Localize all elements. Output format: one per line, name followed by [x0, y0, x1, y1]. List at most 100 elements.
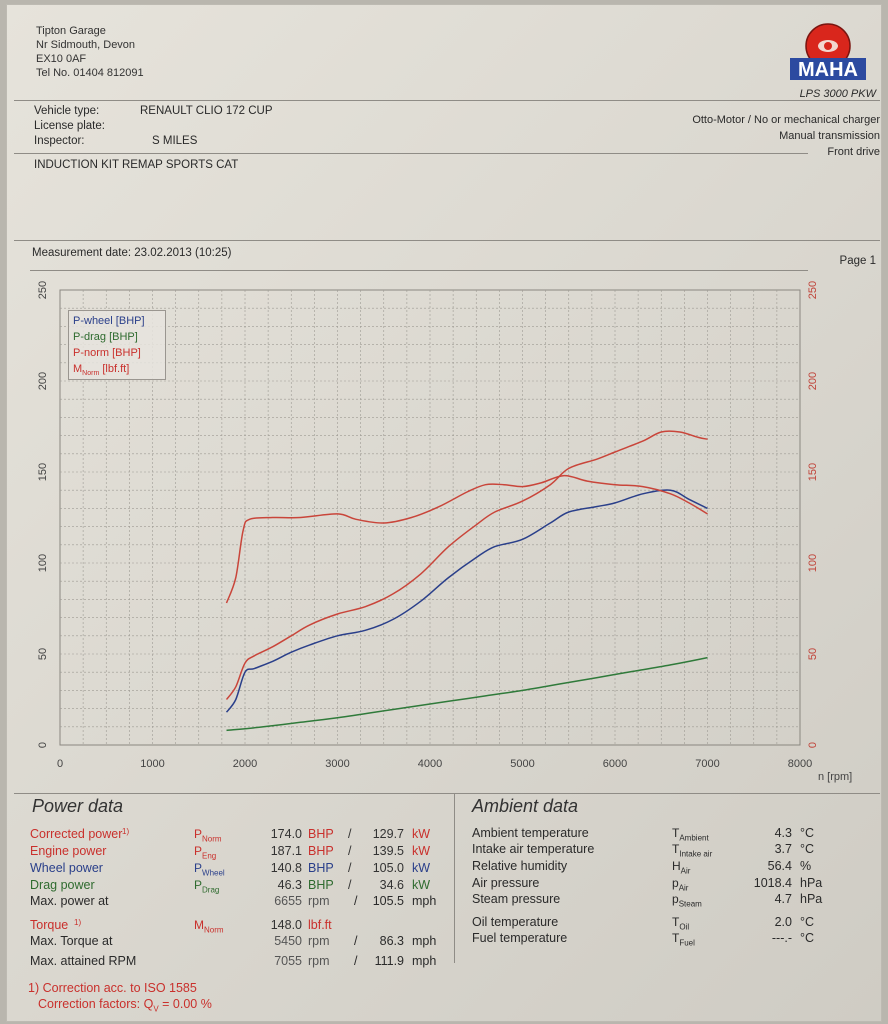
rpm-value: 5450	[274, 934, 302, 948]
power-row-wheel: Wheel power PWheel 140.8 BHP / 105.0 kW	[30, 860, 450, 877]
chart-legend: P-wheel [BHP] P-drag [BHP] P-norm [BHP] …	[68, 310, 166, 380]
footnote-mark: 1)	[74, 918, 82, 927]
ambient-symbol: pAir	[672, 876, 689, 893]
data-divider	[14, 793, 880, 794]
x-tick-label: 3000	[325, 758, 349, 770]
modification-description: INDUCTION KIT REMAP SPORTS CAT	[34, 159, 239, 171]
speed-unit: mph	[412, 934, 437, 948]
series-line-p-wheel	[225, 489, 708, 713]
ambient-unit: %	[800, 859, 812, 873]
ambient-data-title: Ambient data	[472, 796, 579, 816]
rpm-value: 6655	[274, 894, 302, 908]
ambient-row: Oil temperature TOil 2.0 °C	[472, 914, 872, 931]
rpm-unit: rpm	[308, 954, 330, 968]
x-tick-label: 4000	[418, 758, 442, 770]
power-row-max-power-at: Max. power at 6655 rpm / 105.5 mph	[30, 893, 450, 909]
power-bhp-unit: BHP	[308, 827, 334, 841]
inspector-value: S MILES	[152, 135, 198, 147]
rpm-value: 7055	[274, 954, 302, 968]
x-tick-label: 7000	[695, 758, 719, 770]
ambient-label: Ambient temperature	[472, 826, 589, 840]
power-symbol: PDrag	[194, 878, 220, 895]
power-kw-unit: kW	[412, 844, 431, 858]
ambient-value: 2.0	[774, 915, 792, 929]
series-line-p-drag	[226, 656, 708, 732]
power-bhp-value: 187.1	[270, 844, 302, 858]
separator: /	[348, 861, 352, 875]
ambient-label: Fuel temperature	[472, 931, 568, 945]
garage-phone: Tel No. 01404 812091	[36, 67, 144, 79]
power-row-corrected: Corrected power 1) PNorm 174.0 BHP / 129.7 kW	[30, 826, 450, 843]
page-number: Page 1	[839, 255, 876, 267]
power-label: Corrected power	[30, 827, 123, 841]
ambient-value: 3.7	[774, 842, 792, 856]
power-label: Engine power	[30, 844, 107, 858]
legend-m-norm: MNorm [lbf.ft]	[73, 363, 130, 378]
ambient-symbol: pSteam	[672, 892, 702, 909]
rpm-unit: rpm	[308, 934, 330, 948]
ambient-unit: °C	[800, 931, 815, 945]
measurement-date: Measurement date: 23.02.2013 (10:25)	[32, 247, 232, 259]
ambient-symbol: HAir	[672, 859, 691, 876]
power-label: Max. attained RPM	[30, 954, 137, 968]
y2-tick-label: 250	[807, 281, 819, 299]
x-tick-label: 0	[57, 758, 63, 770]
x-tick-label: 1000	[140, 758, 164, 770]
separator: /	[348, 844, 352, 858]
ambient-label: Relative humidity	[472, 859, 568, 873]
speed-value: 105.5	[372, 894, 404, 908]
power-torque-chart: 0 1000 2000 3000 4000 5000 6000 7000 80000501001…	[37, 281, 852, 783]
power-bhp-unit: BHP	[308, 844, 334, 858]
vehicle-type-value: RENAULT CLIO 172 CUP	[140, 105, 273, 117]
torque-value: 148.0	[270, 918, 302, 932]
garage-postcode: EX10 0AF	[36, 53, 87, 65]
maha-logo-icon: MAHA	[786, 20, 870, 104]
speed-unit: mph	[412, 894, 437, 908]
dyno-report-sheet	[6, 4, 882, 1022]
measurement-divider-top	[14, 240, 880, 241]
ambient-unit: hPa	[800, 892, 823, 906]
separator: /	[348, 827, 352, 841]
data-column-divider	[454, 793, 455, 963]
series-line-m-norm	[225, 474, 708, 604]
power-bhp-unit: BHP	[308, 861, 334, 875]
x-axis-label: n [rpm]	[818, 771, 852, 783]
ambient-row: Intake air temperature TIntake air 3.7 °C	[472, 841, 872, 858]
y2-tick-label: 200	[807, 372, 819, 390]
power-kw-value: 105.0	[372, 861, 404, 875]
ambient-symbol: TFuel	[672, 931, 695, 948]
transmission-type: Manual transmission	[779, 130, 880, 142]
power-bhp-unit: BHP	[308, 878, 334, 892]
legend-p-norm: P-norm [BHP]	[73, 347, 141, 359]
header-divider	[14, 100, 880, 101]
ambient-value: ---.-	[771, 931, 792, 945]
y2-tick-label: 150	[807, 463, 819, 481]
x-tick-label: 6000	[603, 758, 627, 770]
footnote-iso: 1) Correction acc. to ISO 1585	[28, 981, 197, 995]
power-kw-unit: kW	[412, 827, 431, 841]
power-kw-value: 129.7	[372, 827, 404, 841]
power-row-max-torque-at: Max. Torque at 5450 rpm / 86.3 mph	[30, 933, 450, 949]
chart-ticks: 0 1000 2000 3000 4000 5000 6000 7000 80000501001…	[37, 281, 819, 770]
ambient-row: Fuel temperature TFuel ---.- °C	[472, 930, 872, 947]
ambient-symbol: TIntake air	[672, 842, 713, 859]
power-row-torque: Torque 1) MNorm 148.0 lbf.ft	[30, 917, 450, 934]
power-label: Max. Torque at	[30, 934, 113, 948]
ambient-value: 4.7	[774, 892, 792, 906]
power-data-title: Power data	[32, 796, 124, 816]
vehicle-type-label: Vehicle type:	[34, 105, 100, 117]
ambient-unit: °C	[800, 915, 815, 929]
power-label: Drag power	[30, 878, 95, 892]
footnote-mark: 1)	[122, 827, 130, 836]
legend-p-drag: P-drag [BHP]	[73, 331, 138, 343]
y-tick-label: 0	[37, 742, 49, 748]
y-tick-label: 200	[37, 372, 49, 390]
vehicle-divider	[14, 153, 808, 154]
garage-location: Nr Sidmouth, Devon	[36, 39, 136, 51]
logo-model: LPS 3000 PKW	[799, 88, 876, 100]
legend-p-wheel: P-wheel [BHP]	[73, 315, 145, 327]
separator: /	[354, 934, 358, 948]
garage-name: Tipton Garage	[36, 25, 106, 37]
power-label: Max. power at	[30, 894, 109, 908]
power-kw-value: 139.5	[372, 844, 404, 858]
